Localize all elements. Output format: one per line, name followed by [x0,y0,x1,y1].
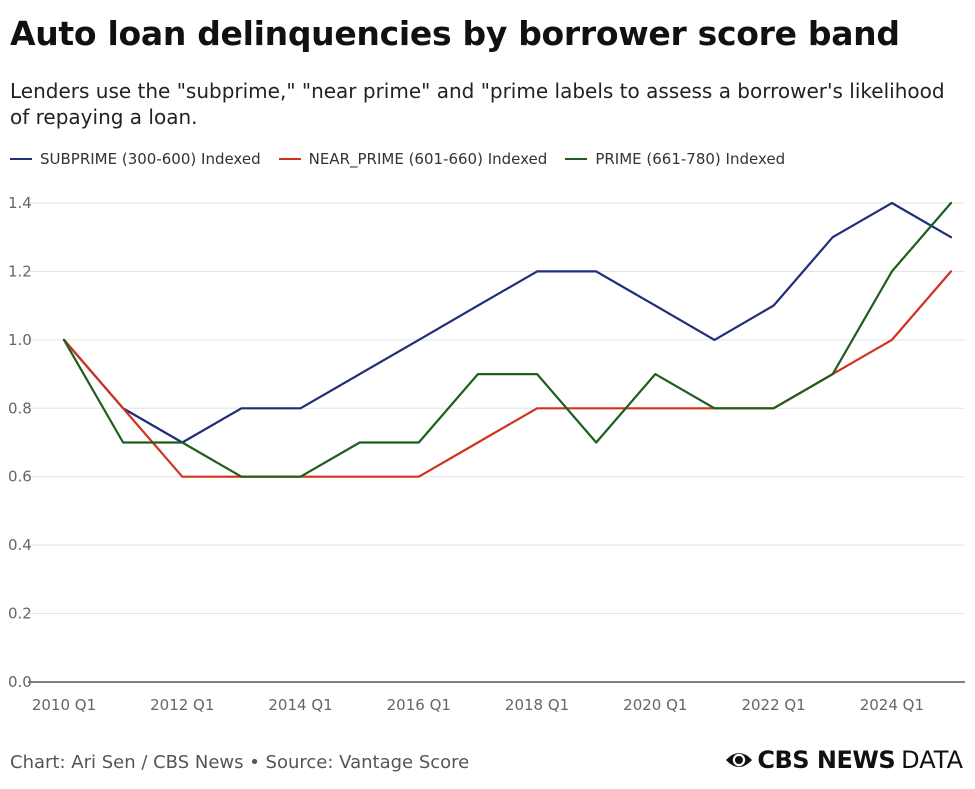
legend-item-prime: PRIME (661-780) Indexed [565,150,785,168]
y-tick-label: 0.0 [8,673,32,691]
series-line-2 [62,201,953,478]
chart-subtitle: Lenders use the "subprime," "near prime"… [10,79,945,129]
brand-logo: CBS NEWS DATA [725,746,963,774]
x-tick-label: 2020 Q1 [623,696,687,714]
x-tick-label: 2022 Q1 [741,696,805,714]
source-credit: Chart: Ari Sen / CBS News • Source: Vant… [10,752,470,773]
legend-swatch-near-prime [278,158,301,160]
x-tick-label: 2012 Q1 [150,696,214,714]
x-tick-label: 2018 Q1 [505,696,569,714]
cbs-eye-icon [726,753,753,767]
legend: SUBPRIME (300-600) Indexed NEAR_PRIME (6… [10,149,803,169]
y-tick-label: 0.4 [8,536,32,554]
legend-item-subprime: SUBPRIME (300-600) Indexed [10,150,261,168]
y-tick-label: 0.2 [8,605,32,623]
y-tick-label: 1.2 [8,262,32,280]
brand-data: DATA [901,746,963,774]
legend-item-near-prime: NEAR_PRIME (601-660) Indexed [278,150,548,168]
x-tick-label: 2024 Q1 [860,696,924,714]
x-tick-label: 2010 Q1 [32,696,96,714]
legend-label-near-prime: NEAR_PRIME (601-660) Indexed [308,150,548,168]
brand-cbs-news: CBS NEWS [757,746,896,774]
legend-label-prime: PRIME (661-780) Indexed [595,150,786,168]
y-tick-label: 1.0 [8,331,32,349]
x-tick-label: 2014 Q1 [268,696,332,714]
chart-title: Auto loan delinquencies by borrower scor… [10,14,900,53]
legend-label-subprime: SUBPRIME (300-600) Indexed [40,150,261,168]
series-line-0 [62,201,953,444]
y-tick-label: 0.8 [8,399,32,417]
y-tick-label: 0.6 [8,468,32,486]
y-tick-label: 1.4 [8,194,32,212]
legend-swatch-prime [565,158,588,160]
legend-swatch-subprime [10,158,32,160]
x-tick-label: 2016 Q1 [387,696,451,714]
